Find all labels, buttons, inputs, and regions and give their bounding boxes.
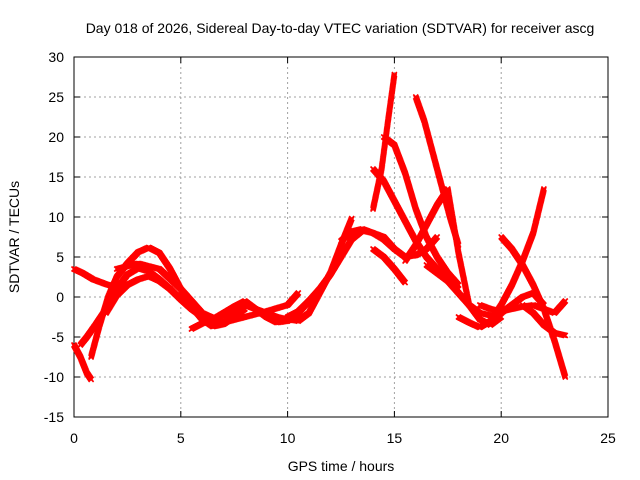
- data-point: [434, 233, 441, 241]
- plot-frame: [73, 56, 609, 418]
- series-arc-19: [455, 185, 547, 331]
- series-arc-22: [519, 301, 569, 339]
- x-tick-label: 15: [387, 430, 403, 446]
- series-arc-15: [369, 245, 409, 286]
- y-tick-label: -15: [44, 409, 64, 425]
- y-axis-label: SDTVAR / TECUs: [6, 181, 22, 293]
- y-tick-label: 10: [48, 209, 64, 225]
- series-arc-1: [70, 341, 95, 383]
- x-tick-label: 5: [177, 430, 185, 446]
- data-point: [402, 279, 409, 286]
- y-axis-ticks: -15 -10 -5 0 5 10 15 20 25 30: [44, 49, 608, 425]
- data-point: [391, 71, 398, 78]
- y-tick-label: -10: [44, 369, 64, 385]
- series-arc-8: [220, 301, 302, 325]
- x-axis-ticks: 0 5 10 15 20 25: [70, 57, 616, 446]
- data-point: [348, 215, 355, 222]
- y-tick-label: -5: [52, 329, 65, 345]
- y-tick-label: 30: [48, 49, 64, 65]
- y-tick-label: 5: [56, 249, 64, 265]
- x-axis-label: GPS time / hours: [288, 458, 395, 474]
- y-tick-label: 15: [48, 169, 64, 185]
- data-point: [295, 289, 302, 297]
- x-tick-label: 20: [493, 430, 509, 446]
- data-points: [70, 71, 569, 383]
- data-point: [540, 185, 547, 193]
- y-tick-label: 25: [48, 89, 64, 105]
- chart-title: Day 018 of 2026, Sidereal Day-to-day VTE…: [86, 20, 595, 36]
- x-tick-label: 10: [280, 430, 296, 446]
- y-tick-label: 20: [48, 129, 64, 145]
- data-point: [562, 373, 569, 381]
- y-tick-label: 0: [56, 289, 64, 305]
- data-point: [562, 332, 569, 339]
- data-point: [88, 376, 95, 383]
- x-tick-label: 25: [600, 430, 616, 446]
- x-tick-label: 0: [70, 430, 78, 446]
- data-point: [562, 297, 569, 305]
- series-arc-18: [423, 261, 547, 319]
